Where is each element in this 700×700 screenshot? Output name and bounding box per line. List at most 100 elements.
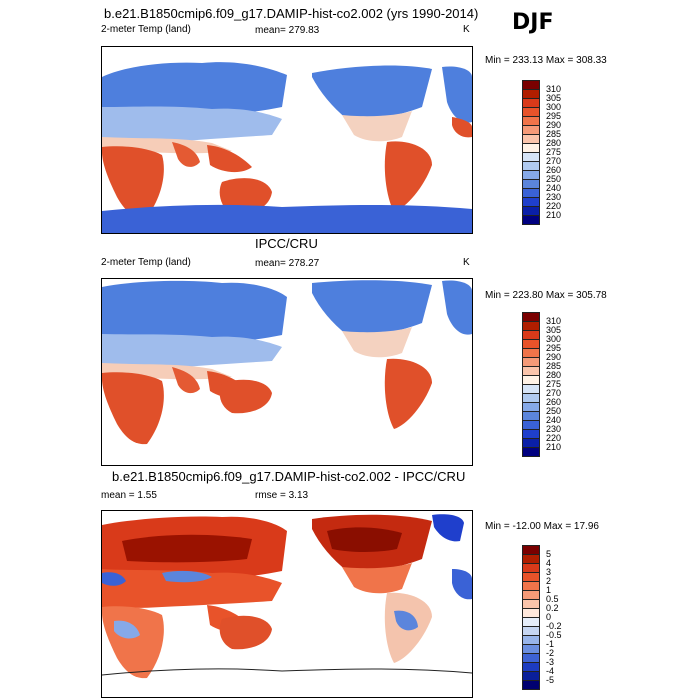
panel3-rmse-label: rmse = 3.13	[255, 490, 309, 501]
panel1-units-label: K	[463, 24, 470, 35]
panel1-colorbar-label: 280	[546, 138, 562, 148]
panel3-colorbar-label: 4	[546, 558, 552, 568]
season-label: DJF	[512, 10, 554, 35]
panel1-colorbar-label: 250	[546, 174, 562, 184]
panel3-colorbar-label: 2	[546, 576, 552, 586]
panel3-colorbar-label: 0.2	[546, 603, 559, 613]
panel3-eurasia-mid	[102, 569, 282, 608]
panel1-colorbar-label: 305	[546, 93, 562, 103]
panel2-australia	[219, 379, 272, 414]
panel1-greenland	[442, 66, 472, 123]
panel2-title: IPCC/CRU	[255, 236, 318, 251]
panel2-colorbar-cell	[522, 447, 540, 457]
panel1-colorbar: 310 305 300 295 290 285 280 275 270 260 …	[522, 80, 582, 226]
panel2-colorbar-label: 285	[546, 361, 562, 371]
panel3-map-field	[102, 514, 472, 679]
panel2-colorbar-label: 300	[546, 334, 562, 344]
panel3-colorbar-label: -4	[546, 666, 555, 676]
panel3-minmax-label: Min = -12.00 Max = 17.96	[485, 521, 599, 532]
panel2-colorbar-label: 240	[546, 415, 562, 425]
panel3-namerica-south	[342, 563, 412, 594]
panel3-siberia-hot	[122, 534, 252, 563]
panel2-colorbar-label: 270	[546, 388, 562, 398]
panel2-samerica	[384, 358, 432, 429]
panel2-colorbar-label: 210	[546, 442, 562, 452]
panel1-eurasia-mid	[102, 106, 282, 144]
panel3-colorbar-label: 0.5	[546, 594, 559, 604]
panel2-colorbar-label: 275	[546, 379, 562, 389]
panel3-africa-cool	[114, 620, 140, 639]
panel2-colorbar-label: 260	[546, 397, 562, 407]
panel2-colorbar: 310 305 300 295 290 285 280 275 270 260 …	[522, 312, 582, 458]
panel1-india	[172, 142, 200, 167]
panel1-colorbar-label: 285	[546, 129, 562, 139]
panel3-colorbar-label: 1	[546, 585, 552, 595]
panel3-tibet-cool	[162, 570, 212, 583]
panel2-variable-label: 2-meter Temp (land)	[101, 257, 191, 268]
panel1-namerica-mid	[342, 111, 412, 142]
panel1-variable-label: 2-meter Temp (land)	[101, 24, 191, 35]
panel1-title: b.e21.B1850cmip6.f09_g17.DAMIP-hist-co2.…	[104, 6, 479, 21]
panel1-map-field	[102, 62, 472, 233]
panel1-colorbar-label: 230	[546, 192, 562, 202]
panel3-west-cool	[102, 572, 126, 586]
panel3-colorbar-cell	[522, 680, 540, 690]
panel1-samerica	[384, 141, 432, 212]
panel3-colorbar-label: -0.5	[546, 630, 562, 640]
panel2-mean-label: mean= 278.27	[255, 258, 320, 269]
panel1-colorbar-label: 220	[546, 201, 562, 211]
panel3-colorbar-label: 0	[546, 612, 552, 622]
panel1-colorbar-label: 295	[546, 111, 562, 121]
panel3-colorbar-label: 3	[546, 567, 552, 577]
panel3-colorbar-label: -2	[546, 648, 555, 658]
panel1-east-edge	[452, 117, 472, 138]
panel3-africa	[102, 606, 164, 679]
panel2-map-field	[102, 280, 472, 445]
panel1-africa	[102, 146, 164, 218]
panel1-seasia	[207, 145, 252, 173]
panel3-colorbar-label: -1	[546, 639, 555, 649]
panel1-mean-label: mean= 279.83	[255, 25, 320, 36]
panel2-colorbar-label: 290	[546, 352, 562, 362]
panel2-colorbar-label: 310	[546, 316, 562, 326]
panel2-colorbar-label: 230	[546, 424, 562, 434]
panel2-colorbar-label: 220	[546, 433, 562, 443]
panel1-colorbar-label: 240	[546, 183, 562, 193]
panel3-colorbar-label: -3	[546, 657, 555, 667]
panel1-colorbar-label: 270	[546, 156, 562, 166]
panel3-colorbar: 5 4 3 2 1 0.5 0.2 0 -0.2 -0.5 -1 -2 -3 -…	[522, 545, 582, 691]
panel2-colorbar-label: 295	[546, 343, 562, 353]
panel1-namerica-cold	[312, 65, 432, 120]
panel3-samerica-cool	[394, 610, 418, 631]
panel1-colorbar-cell	[522, 215, 540, 225]
panel1-colorbar-label: 275	[546, 147, 562, 157]
panel2-eurasia-mid	[102, 334, 282, 370]
panel2-africa	[102, 372, 164, 445]
panel2-india	[172, 367, 200, 394]
panel3-east-edge	[452, 569, 472, 600]
panel3-australia	[219, 615, 272, 650]
panel3-colorbar-label: 5	[546, 549, 552, 559]
panel2-minmax-label: Min = 223.80 Max = 305.78	[485, 290, 607, 301]
panel2-colorbar-label: 250	[546, 406, 562, 416]
panel2-units-label: K	[463, 257, 470, 268]
panel2-namerica-cold	[312, 280, 432, 336]
panel1-colorbar-label: 260	[546, 165, 562, 175]
panel3-mean-label: mean = 1.55	[101, 490, 157, 501]
panel2-namerica-mid	[342, 327, 412, 358]
panel1-colorbar-label: 310	[546, 84, 562, 94]
panel1-map	[101, 46, 473, 234]
panel3-greenland-cool	[432, 514, 464, 542]
panel1-minmax-label: Min = 233.13 Max = 308.33	[485, 55, 607, 66]
panel3-colorbar-label: -0.2	[546, 621, 562, 631]
panel1-colorbar-label: 290	[546, 120, 562, 130]
panel1-antarctica	[102, 204, 472, 233]
panel2-greenland	[442, 280, 472, 335]
panel2-colorbar-label: 280	[546, 370, 562, 380]
panel1-colorbar-label: 210	[546, 210, 562, 220]
panel3-map	[101, 510, 473, 698]
panel1-colorbar-label: 300	[546, 102, 562, 112]
panel2-map	[101, 278, 473, 466]
panel2-colorbar-label: 305	[546, 325, 562, 335]
panel3-title: b.e21.B1850cmip6.f09_g17.DAMIP-hist-co2.…	[112, 469, 466, 484]
